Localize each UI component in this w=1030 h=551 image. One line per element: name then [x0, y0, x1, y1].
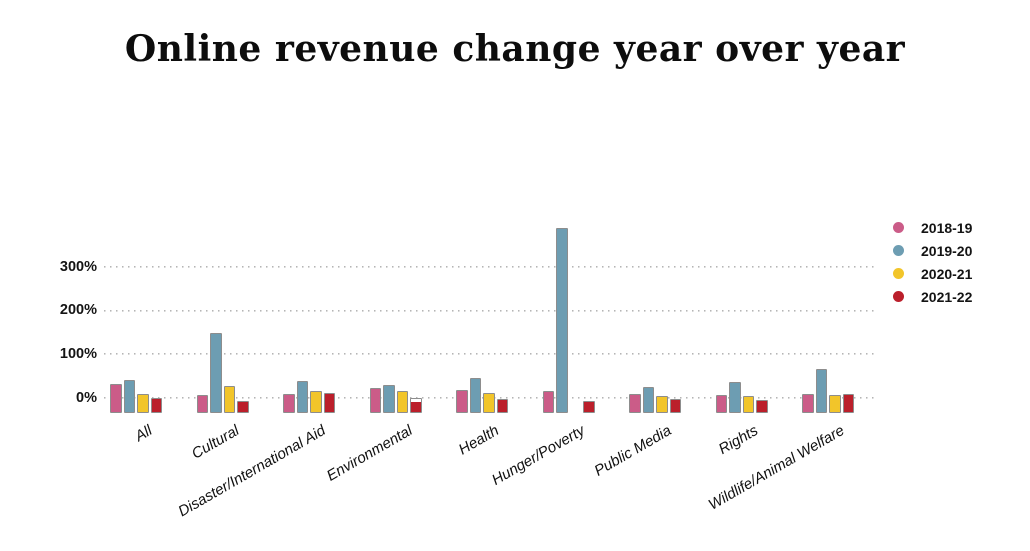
chart-title: Online revenue change year over year	[124, 28, 906, 70]
legend-dot-icon	[893, 222, 904, 233]
gridline-200%	[104, 309, 874, 312]
bar	[196, 395, 208, 413]
bar	[802, 394, 814, 413]
category-label: Health	[455, 422, 502, 459]
bar	[210, 333, 222, 413]
bar	[383, 385, 395, 413]
bar	[456, 390, 468, 413]
bar	[656, 395, 668, 413]
bar-fill	[411, 401, 421, 412]
bar	[496, 398, 509, 413]
bar	[629, 394, 641, 413]
bar	[310, 391, 322, 413]
legend-label: 2018-19	[921, 219, 973, 236]
bar	[642, 387, 655, 413]
bar	[815, 369, 828, 413]
category-label: Cultural	[188, 422, 242, 463]
legend-label: 2020-21	[921, 265, 973, 282]
y-axis-tick-label: 0%	[76, 389, 97, 406]
category-label: All	[132, 422, 156, 446]
legend-item: 2019-20	[893, 239, 972, 262]
bar	[323, 392, 336, 413]
bar	[729, 381, 741, 413]
bar	[150, 398, 163, 413]
legend-dot-icon	[893, 291, 904, 302]
category-label: Hunger/Poverty	[489, 422, 588, 489]
bar	[829, 395, 841, 413]
bar	[742, 396, 755, 413]
bar	[110, 384, 122, 413]
legend-dot-icon	[893, 268, 904, 279]
bar	[715, 394, 727, 413]
category-label: Environmental	[323, 422, 415, 485]
y-axis-tick-label: 100%	[59, 345, 97, 362]
legend-item: 2020-21	[893, 262, 972, 285]
category-label: Disaster/International Aid	[175, 422, 329, 521]
bar	[123, 380, 136, 413]
bar	[842, 394, 855, 413]
bar	[296, 381, 309, 413]
bar	[542, 390, 554, 413]
bar	[410, 397, 422, 413]
bar	[469, 378, 482, 413]
bar	[556, 227, 568, 413]
bar	[137, 394, 149, 413]
bar	[396, 390, 409, 413]
gridline-100%	[104, 353, 874, 356]
y-axis-tick-label: 300%	[59, 258, 97, 275]
legend-label: 2021-22	[921, 288, 973, 305]
bar	[583, 401, 595, 413]
legend-label: 2019-20	[921, 242, 973, 259]
gridline-300%	[104, 266, 874, 269]
category-label: Rights	[715, 422, 761, 458]
legend-item: 2018-19	[893, 216, 972, 239]
bar	[756, 399, 768, 413]
bar	[223, 386, 236, 413]
bar	[283, 394, 295, 413]
legend-item: 2021-22	[893, 285, 972, 308]
legend: 2018-19 2019-20 2020-21 2021-22	[893, 216, 972, 308]
bar	[237, 401, 249, 413]
bar	[483, 392, 495, 413]
bar	[669, 399, 682, 413]
y-axis-tick-label: 200%	[59, 302, 97, 319]
category-label: Public Media	[591, 422, 675, 480]
bar	[369, 388, 381, 413]
legend-dot-icon	[893, 245, 904, 256]
